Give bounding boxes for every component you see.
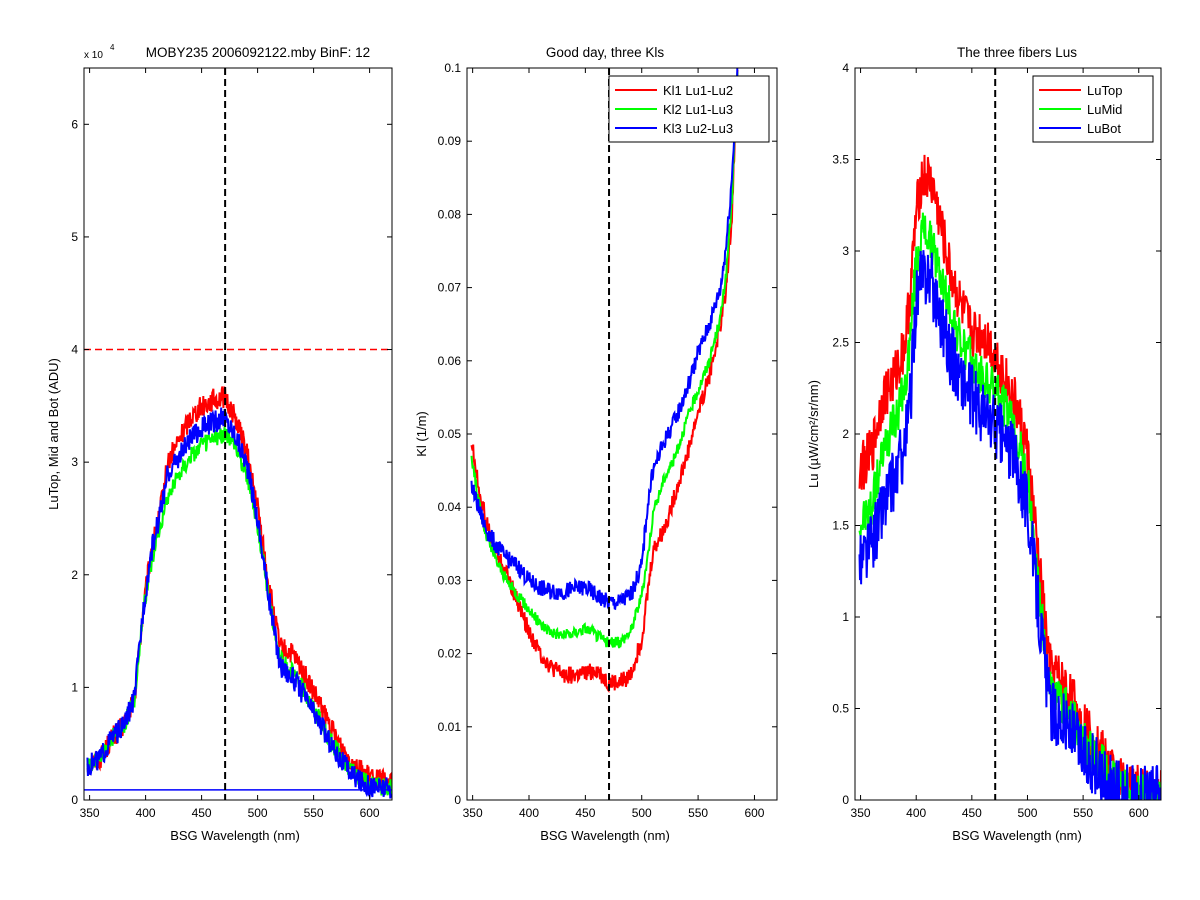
- chart-title: Good day, three Kls: [546, 45, 665, 60]
- x-tick-label: 350: [80, 806, 100, 820]
- series-line-kl2-lu1-lu3: [470, 72, 739, 649]
- exponent-power: 4: [110, 43, 115, 52]
- x-tick-label: 350: [463, 806, 483, 820]
- chart-title: The three fibers Lus: [957, 45, 1077, 60]
- series-line-2: [86, 426, 392, 796]
- plot-area-2: 350 400 450 500 550 600 0 0.01 0.02 0.03 0.04 0.05 0…: [438, 61, 778, 820]
- x-tick-label: 400: [519, 806, 539, 820]
- y-tick-label: 4: [71, 343, 78, 357]
- y-tick-label: 2: [842, 427, 849, 441]
- y-tick-label: 5: [71, 230, 78, 244]
- y-tick-label: 3: [842, 244, 849, 258]
- y-axis-label: Lu (µW/cm²/sr/nm): [806, 380, 821, 488]
- x-tick-label: 600: [360, 806, 380, 820]
- legend-entry: LuMid: [1087, 102, 1122, 117]
- x-tick-label: 450: [575, 806, 595, 820]
- y-tick-label: 6: [71, 117, 78, 131]
- plot-area-1: 350 400 450 500 550 600 0 1 2 3 4 5 6: [71, 67, 393, 820]
- y-tick-label: 1: [842, 610, 849, 624]
- legend-entry: Kl2 Lu1-Lu3: [663, 102, 733, 117]
- x-axis-label: BSG Wavelength (nm): [952, 828, 1082, 843]
- panel-adu: x 10 4 MOBY235 2006092122.mby BinF: 12 B…: [46, 43, 370, 843]
- x-axis-label: BSG Wavelength (nm): [170, 828, 300, 843]
- x-tick-label: 450: [192, 806, 212, 820]
- y-tick-label: 0: [454, 793, 461, 807]
- plot-frame: [83, 67, 393, 801]
- legend-entry: LuBot: [1087, 121, 1121, 136]
- y-tick-label: 0.06: [438, 354, 462, 368]
- y-tick-label: 3.5: [832, 153, 849, 167]
- y-tick-label: 0.5: [832, 702, 849, 716]
- series-line-3: [86, 407, 392, 800]
- y-tick-label: 0: [71, 793, 78, 807]
- y-tick-label: 0.1: [444, 61, 461, 75]
- y-tick-label: 1: [71, 680, 78, 694]
- legend-entry: Kl3 Lu2-Lu3: [663, 121, 733, 136]
- x-tick-label: 550: [304, 806, 324, 820]
- legend: LuTop LuMid LuBot: [1032, 75, 1154, 143]
- panel-lu: The three fibers Lus BSG Wavelength (nm)…: [806, 45, 1082, 843]
- series-line-kl3-lu2-lu3: [470, 68, 739, 612]
- plot-area-3: 350 400 450 500 550 600 0 0.5 1 1.5 2 2.5 3 3.5 4 LuTop…: [832, 61, 1162, 820]
- x-tick-label: 350: [851, 806, 871, 820]
- y-tick-label: 0: [842, 793, 849, 807]
- legend-entry: Kl1 Lu1-Lu2: [663, 83, 733, 98]
- x-tick-label: 500: [632, 806, 652, 820]
- x-tick-label: 400: [136, 806, 156, 820]
- x-tick-label: 400: [906, 806, 926, 820]
- x-tick-label: 550: [688, 806, 708, 820]
- y-axis-label: Kl (1/m): [414, 411, 429, 457]
- series-line-lumid: [858, 212, 1161, 800]
- y-tick-label: 0.04: [438, 500, 462, 514]
- y-tick-label: 0.07: [438, 281, 462, 295]
- y-tick-label: 2.5: [832, 336, 849, 350]
- x-tick-label: 600: [744, 806, 764, 820]
- exponent-label: x 10: [84, 50, 103, 61]
- legend: Kl1 Lu1-Lu2 Kl2 Lu1-Lu3 Kl3 Lu2-Lu3: [608, 75, 770, 143]
- x-tick-label: 550: [1073, 806, 1093, 820]
- x-tick-label: 450: [962, 806, 982, 820]
- y-tick-label: 0.09: [438, 134, 462, 148]
- x-tick-label: 600: [1129, 806, 1149, 820]
- y-tick-label: 0.05: [438, 427, 462, 441]
- legend-entry: LuTop: [1087, 83, 1122, 98]
- panel-kl: Good day, three Kls BSG Wavelength (nm) …: [414, 45, 670, 843]
- y-axis-label: LuTop, Mid and Bot (ADU): [46, 358, 61, 510]
- y-tick-label: 0.01: [438, 720, 462, 734]
- y-tick-label: 2: [71, 568, 78, 582]
- series-line-lutop: [858, 154, 1161, 800]
- x-axis-label: BSG Wavelength (nm): [540, 828, 670, 843]
- x-tick-label: 500: [1017, 806, 1037, 820]
- y-tick-label: 1.5: [832, 519, 849, 533]
- y-tick-label: 0.02: [438, 647, 462, 661]
- y-tick-label: 0.03: [438, 573, 462, 587]
- y-tick-label: 4: [842, 61, 849, 75]
- y-tick-label: 0.08: [438, 207, 462, 221]
- chart-title: MOBY235 2006092122.mby BinF: 12: [146, 45, 370, 60]
- x-tick-label: 500: [248, 806, 268, 820]
- y-tick-label: 3: [71, 455, 78, 469]
- series-line-lubot: [858, 250, 1161, 800]
- plot-frame: [466, 67, 778, 801]
